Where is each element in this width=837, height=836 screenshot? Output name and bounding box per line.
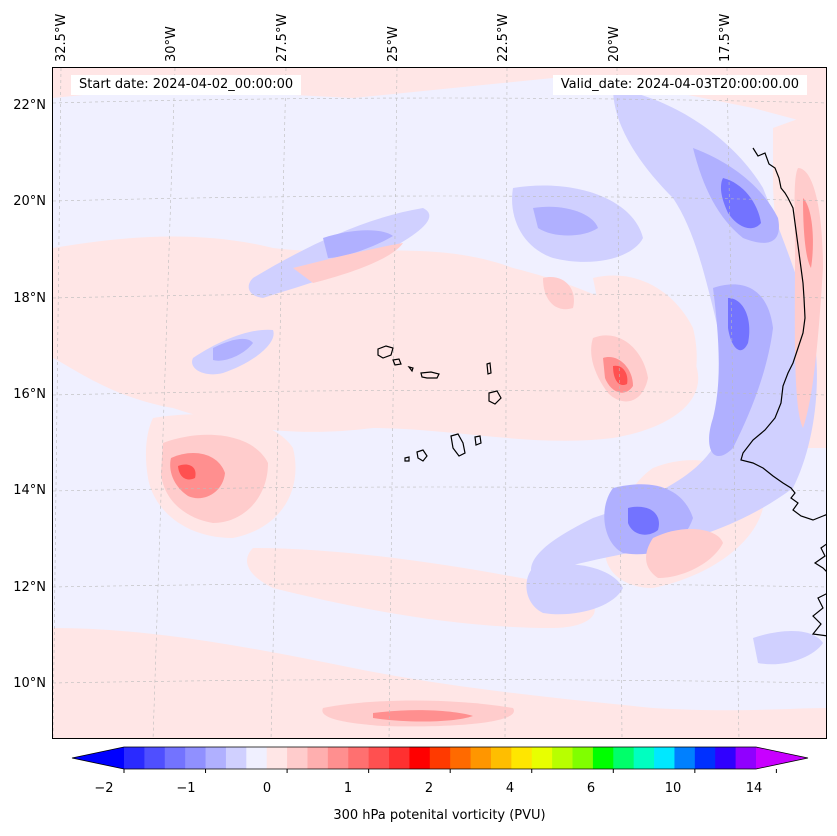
valid-date-label: Valid_date: 2024-04-03T20:00:00.00	[552, 75, 807, 95]
cb-label-0: 0	[262, 781, 272, 796]
colorbar-segment	[531, 747, 553, 769]
meridian-27-5w	[270, 68, 287, 738]
colorbar-segment	[613, 747, 635, 769]
colorbar-segment	[572, 747, 594, 769]
cb-label-6: 6	[586, 781, 596, 796]
meridian-30w	[152, 68, 176, 738]
colorbar-title: 300 hPa potenital vorticity (PVU)	[333, 808, 546, 823]
colorbar-segment	[735, 747, 757, 769]
colorbar-segment	[124, 747, 145, 769]
colorbar-segment	[266, 747, 288, 769]
colorbar-ticks	[123, 769, 777, 773]
island-boa-vista	[488, 390, 502, 405]
lon-label-22-5w: 22.5°W	[496, 13, 511, 62]
meridian-20w	[616, 68, 623, 738]
colorbar-segment	[144, 747, 166, 769]
island-santo-antao	[377, 345, 394, 359]
colorbar-extend-min	[72, 747, 124, 769]
parallel-16n	[53, 390, 826, 396]
island-sal	[486, 362, 492, 375]
colorbar-segment	[164, 747, 186, 769]
island-maio	[474, 435, 482, 446]
lat-label-16n: 16°N	[13, 387, 46, 402]
colorbar-segment	[511, 747, 533, 769]
island-santa-luzia	[407, 366, 414, 373]
colorbar-segment	[287, 747, 308, 769]
lon-label-30w: 30°W	[164, 26, 179, 62]
island-santiago	[450, 433, 466, 457]
colorbar-segment	[633, 747, 655, 769]
pv-positive-peak-regions	[178, 365, 628, 480]
colorbar-segment	[490, 747, 512, 769]
africa-coastline	[740, 147, 826, 637]
cb-label-14: 14	[745, 781, 763, 796]
parallel-20n	[53, 195, 826, 202]
island-sao-vicente	[392, 358, 402, 366]
colorbar-segment	[389, 747, 410, 769]
colorbar-segment	[368, 747, 390, 769]
colorbar-segment	[348, 747, 370, 769]
cape-verde-islands	[377, 345, 502, 462]
parallel-22n	[53, 97, 826, 104]
meridian-22-5w	[504, 68, 508, 738]
meridian-25w	[388, 68, 398, 738]
colorbar-segment	[674, 747, 696, 769]
colorbar-segment	[307, 747, 329, 769]
lat-label-22n: 22°N	[13, 98, 46, 113]
parallel-10n	[53, 679, 826, 684]
colorbar-segment	[409, 747, 431, 769]
island-brava	[404, 456, 410, 462]
map-panel	[52, 67, 827, 739]
graticule	[53, 68, 826, 738]
lat-label-20n: 20°N	[13, 194, 46, 209]
lon-label-32-5w: 32.5°W	[54, 13, 69, 62]
colorbar-segment	[205, 747, 227, 769]
start-date-label: Start date: 2024-04-02_00:00:00	[71, 75, 302, 95]
colorbar-segment	[654, 747, 675, 769]
pv-negative-strong-regions	[628, 178, 761, 535]
lon-label-17-5w: 17.5°W	[718, 13, 733, 62]
cb-label-1: 1	[343, 781, 353, 796]
colorbar-segment	[327, 747, 349, 769]
colorbar-segment	[450, 747, 472, 769]
cb-label-neg2: −2	[94, 781, 114, 796]
colorbar-segment	[552, 747, 574, 769]
island-sao-nicolau	[420, 371, 440, 379]
lat-label-18n: 18°N	[13, 291, 46, 306]
colorbar-segments	[71, 746, 809, 770]
colorbar-extend-max	[756, 747, 808, 769]
meridian-17-5w	[726, 68, 740, 738]
colorbar-segment	[225, 747, 247, 769]
colorbar-segment	[592, 747, 614, 769]
meridian-32-5w	[53, 68, 62, 738]
parallel-18n	[53, 293, 826, 299]
colorbar-segment	[715, 747, 737, 769]
colorbar-outline	[71, 746, 809, 770]
island-fogo	[416, 449, 428, 462]
colorbar-segment	[694, 747, 716, 769]
lon-label-20w: 20°W	[607, 26, 622, 62]
cb-label-4: 4	[505, 781, 515, 796]
lat-label-12n: 12°N	[13, 580, 46, 595]
cb-label-neg1: −1	[176, 781, 196, 796]
lon-label-25w: 25°W	[386, 26, 401, 62]
colorbar-segment	[429, 747, 451, 769]
cb-label-2: 2	[424, 781, 434, 796]
pv-field-map	[53, 68, 826, 738]
lat-label-10n: 10°N	[13, 676, 46, 691]
lat-label-14n: 14°N	[13, 483, 46, 498]
parallel-12n	[53, 583, 826, 588]
cb-label-10: 10	[664, 781, 682, 796]
colorbar-segment	[185, 747, 207, 769]
colorbar-segment	[246, 747, 268, 769]
parallel-14n	[53, 486, 826, 492]
lon-label-27-5w: 27.5°W	[275, 13, 290, 62]
colorbar-segment	[470, 747, 492, 769]
